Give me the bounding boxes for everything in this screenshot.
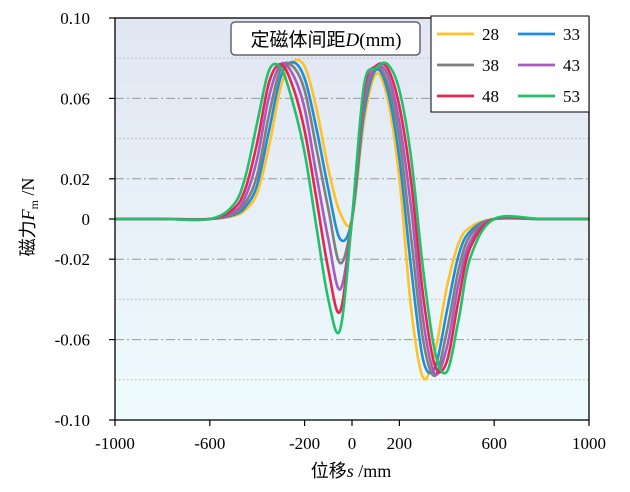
x-axis-title: 位移s /mm bbox=[311, 461, 392, 481]
legend-label-28: 28 bbox=[482, 25, 499, 44]
y-tick-label: -0.02 bbox=[55, 250, 90, 269]
x-tick-label: -600 bbox=[194, 434, 225, 453]
x-tick-label: -1000 bbox=[95, 434, 135, 453]
y-tick-label: 0 bbox=[82, 210, 91, 229]
legend: 28 33 38 43 48 53 bbox=[430, 15, 590, 113]
legend-label-48: 48 bbox=[482, 87, 499, 106]
y-tick-label: -0.10 bbox=[55, 411, 90, 430]
annotation-frame bbox=[230, 21, 421, 56]
annotation-box: 定磁体间距D(mm) bbox=[230, 21, 421, 56]
axis-ticks: -1000 -600 -200 0 200 600 1000 0.10 0.06 0.02 0 -0.… bbox=[55, 9, 606, 453]
legend-label-38: 38 bbox=[482, 56, 499, 75]
legend-label-53: 53 bbox=[563, 87, 580, 106]
y-tick-label: 0.10 bbox=[60, 9, 90, 28]
series-line-53 bbox=[115, 61, 589, 375]
annotation-label: 定磁体间距D(mm) bbox=[251, 29, 402, 51]
y-tick-label: 0.06 bbox=[60, 89, 90, 108]
legend-label-33: 33 bbox=[563, 25, 580, 44]
x-tick-label: -200 bbox=[289, 434, 320, 453]
x-tick-label: 200 bbox=[387, 434, 413, 453]
legend-label-43: 43 bbox=[563, 56, 580, 75]
y-axis-title: 磁力Fm /N bbox=[18, 178, 41, 257]
y-tick-label: 0.02 bbox=[60, 170, 90, 189]
y-tick-label: -0.06 bbox=[55, 331, 90, 350]
x-tick-label: 600 bbox=[481, 434, 507, 453]
series-lines bbox=[115, 58, 589, 381]
x-tick-label: 0 bbox=[348, 434, 357, 453]
x-tick-label: 1000 bbox=[572, 434, 606, 453]
